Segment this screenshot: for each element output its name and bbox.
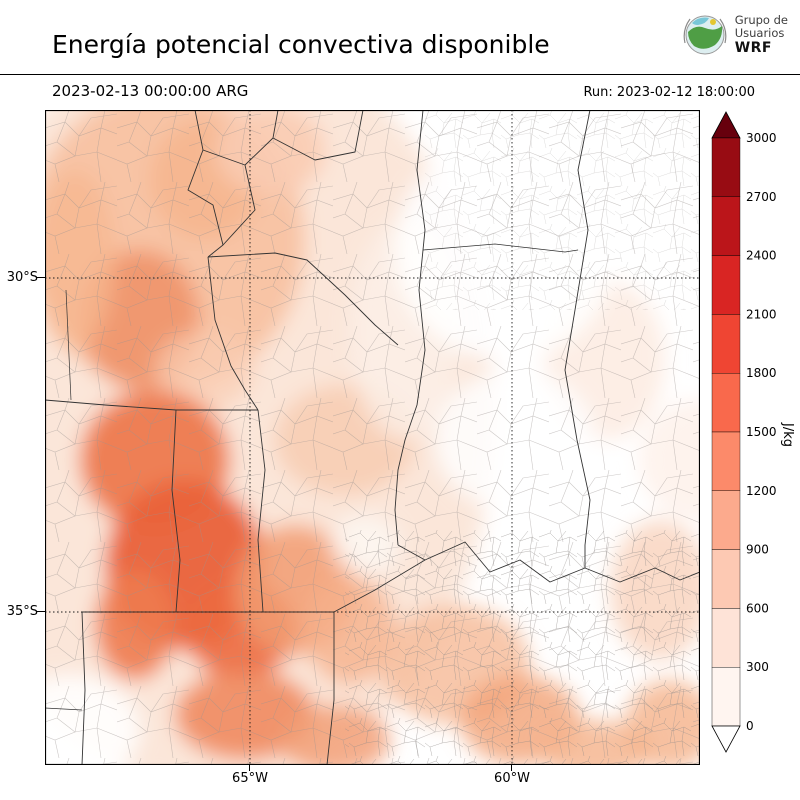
colorbar-tick-label: 1500 xyxy=(746,425,777,439)
wrf-logo: Grupo de Usuarios WRF xyxy=(682,12,788,58)
logo-line2: Usuarios xyxy=(734,25,785,40)
axis-tick-35s xyxy=(37,611,45,612)
graticule xyxy=(45,110,700,765)
axis-tick-60w xyxy=(511,765,512,771)
header-rule xyxy=(0,74,800,75)
lat-label-30s: 30°S xyxy=(6,270,38,285)
colorbar-segment xyxy=(711,490,741,550)
colorbar-tick-label: 1200 xyxy=(746,484,777,498)
colorbar-tick-label: 2400 xyxy=(746,249,777,263)
colorbar-under-arrow xyxy=(711,725,741,753)
wrf-logo-globe-icon xyxy=(683,15,727,55)
lat-label-35s: 35°S xyxy=(6,604,38,619)
colorbar-segment xyxy=(711,608,741,668)
valid-time: 2023-02-13 00:00:00 ARG xyxy=(52,82,249,100)
logo-line1: Grupo de xyxy=(734,12,788,27)
axis-tick-30s xyxy=(37,277,45,278)
colorbar-tick-label: 2100 xyxy=(746,307,777,321)
colorbar-unit-label: J/kg xyxy=(780,422,795,447)
colorbar-segment xyxy=(711,137,741,197)
logo-line3: WRF xyxy=(734,40,772,57)
cape-map xyxy=(45,110,700,765)
colorbar-tick-labels: 3000 2700 2400 2100 1800 1500 1200 900 6… xyxy=(746,131,777,733)
colorbar-tick-label: 300 xyxy=(746,660,769,674)
colorbar-over-arrow xyxy=(711,111,741,139)
axis-tick-65w xyxy=(249,765,250,771)
colorbar-segment xyxy=(711,667,741,727)
colorbar: 3000 2700 2400 2100 1800 1500 1200 900 6… xyxy=(711,111,795,753)
page-title: Energía potencial convectiva disponible xyxy=(52,30,550,59)
colorbar-segment xyxy=(711,431,741,491)
map-frame xyxy=(45,110,700,765)
colorbar-tick-label: 3000 xyxy=(746,131,777,145)
colorbar-segment xyxy=(711,196,741,256)
lon-label-60w: 60°W xyxy=(494,771,530,786)
run-time: Run: 2023-02-12 18:00:00 xyxy=(583,85,755,100)
province-boundaries xyxy=(45,110,700,765)
lon-label-65w: 65°W xyxy=(232,771,268,786)
colorbar-segment xyxy=(711,549,741,609)
colorbar-tick-label: 1800 xyxy=(746,366,777,380)
colorbar-tick-label: 2700 xyxy=(746,190,777,204)
wrf-logo-text: Grupo de Usuarios WRF xyxy=(734,12,788,57)
colorbar-segment xyxy=(711,314,741,374)
colorbar-tick-label: 900 xyxy=(746,543,769,557)
colorbar-tick-label: 0 xyxy=(746,719,754,733)
colorbar-segment xyxy=(711,373,741,433)
colorbar-tick-label: 600 xyxy=(746,601,769,615)
department-boundaries xyxy=(45,110,700,765)
colorbar-segment xyxy=(711,255,741,315)
